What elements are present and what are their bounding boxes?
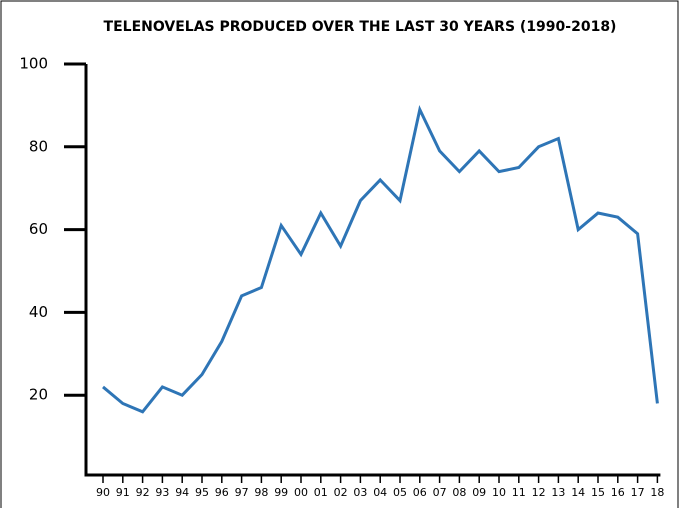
x-tick-label: 90 (96, 486, 110, 499)
x-tick-label: 91 (116, 486, 130, 499)
x-tick-label: 12 (532, 486, 546, 499)
x-tick-label: 08 (452, 486, 466, 499)
x-tick-label: 94 (175, 486, 189, 499)
chart-title: TELENOVELAS PRODUCED OVER THE LAST 30 YE… (104, 19, 617, 35)
x-tick-label: 16 (611, 486, 625, 499)
x-tick-label: 13 (551, 486, 565, 499)
x-tick-label: 14 (571, 486, 585, 499)
x-tick-label: 92 (136, 486, 150, 499)
y-tick-label: 60 (29, 220, 48, 238)
x-tick-label: 01 (314, 486, 328, 499)
x-tick-label: 06 (413, 486, 427, 499)
x-tick-label: 05 (393, 486, 407, 499)
x-tick-label: 17 (631, 486, 645, 499)
x-tick-label: 04 (373, 486, 387, 499)
x-tick-label: 97 (235, 486, 249, 499)
x-tick-label: 03 (353, 486, 367, 499)
y-tick-label: 20 (29, 386, 48, 404)
x-tick-label: 09 (472, 486, 486, 499)
x-tick-label: 15 (591, 486, 605, 499)
y-tick-label: 80 (29, 137, 48, 155)
line-series (102, 104, 659, 414)
x-tick-label: 98 (254, 486, 268, 499)
x-tick-label: 99 (274, 486, 288, 499)
y-tick-label: 100 (19, 55, 48, 73)
x-tick-label: 07 (433, 486, 447, 499)
x-tick-label: 96 (215, 486, 229, 499)
x-tick-label: 11 (512, 486, 526, 499)
x-tick-label: 02 (334, 486, 348, 499)
x-tick-label: 18 (650, 486, 664, 499)
x-tick-label: 95 (195, 486, 209, 499)
x-tick-label: 00 (294, 486, 308, 499)
x-tick-label: 10 (492, 486, 506, 499)
y-tick-label: 40 (29, 303, 48, 321)
x-tick-label: 93 (155, 486, 169, 499)
